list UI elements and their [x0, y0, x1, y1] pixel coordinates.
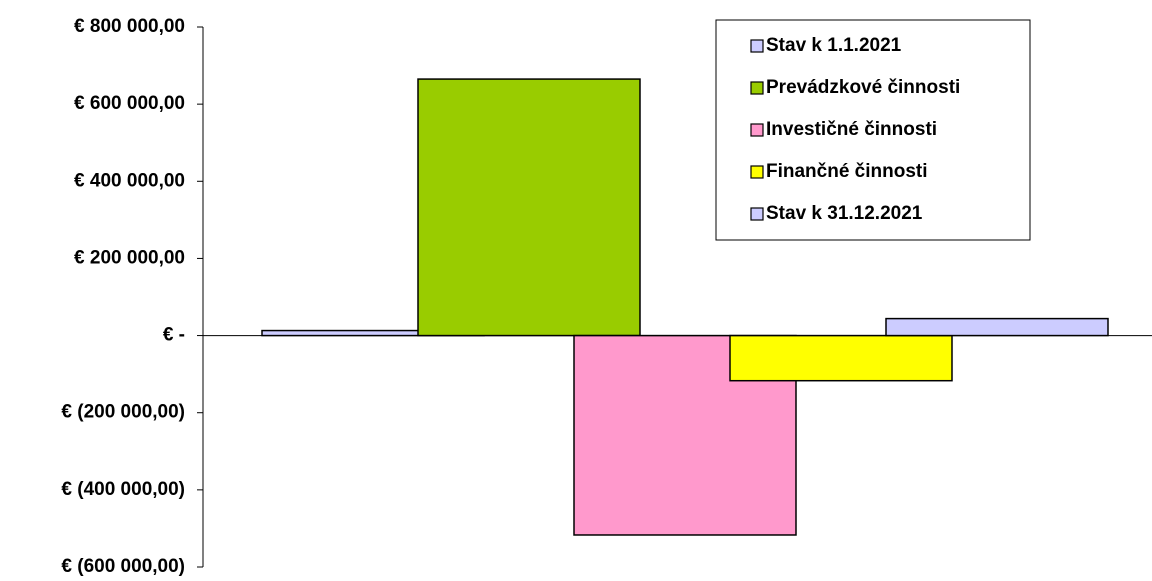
legend-swatch	[750, 123, 764, 137]
y-tick-label: € (600 000,00)	[61, 556, 185, 577]
y-tick-label: € 800 000,00	[74, 16, 185, 37]
y-tick-label: € (400 000,00)	[61, 479, 185, 500]
legend-label: Stav k 1.1.2021	[766, 35, 902, 56]
y-tick-label: € -	[163, 325, 185, 346]
y-tick-label: € 400 000,00	[74, 170, 185, 191]
legend-swatch	[750, 81, 764, 95]
legend-swatch	[750, 207, 764, 221]
legend-label: Prevádzkové činnosti	[766, 77, 960, 98]
bar	[729, 334, 953, 382]
legend-swatch	[750, 165, 764, 179]
legend-label: Finančné činnosti	[766, 161, 928, 182]
bar	[417, 78, 641, 337]
y-tick-label: € 200 000,00	[74, 247, 185, 268]
legend-swatch	[750, 39, 764, 53]
bar	[885, 317, 1109, 337]
y-tick-label: € (200 000,00)	[61, 402, 185, 423]
legend-box	[715, 19, 1031, 241]
legend-label: Investičné činnosti	[766, 119, 937, 140]
legend-label: Stav k 31.12.2021	[766, 203, 923, 224]
y-tick-label: € 600 000,00	[74, 93, 185, 114]
